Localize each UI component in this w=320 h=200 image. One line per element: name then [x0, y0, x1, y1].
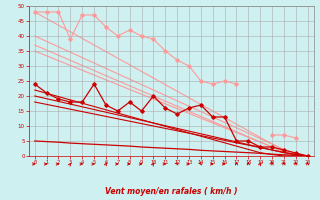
Text: Vent moyen/en rafales ( km/h ): Vent moyen/en rafales ( km/h ): [105, 187, 237, 196]
